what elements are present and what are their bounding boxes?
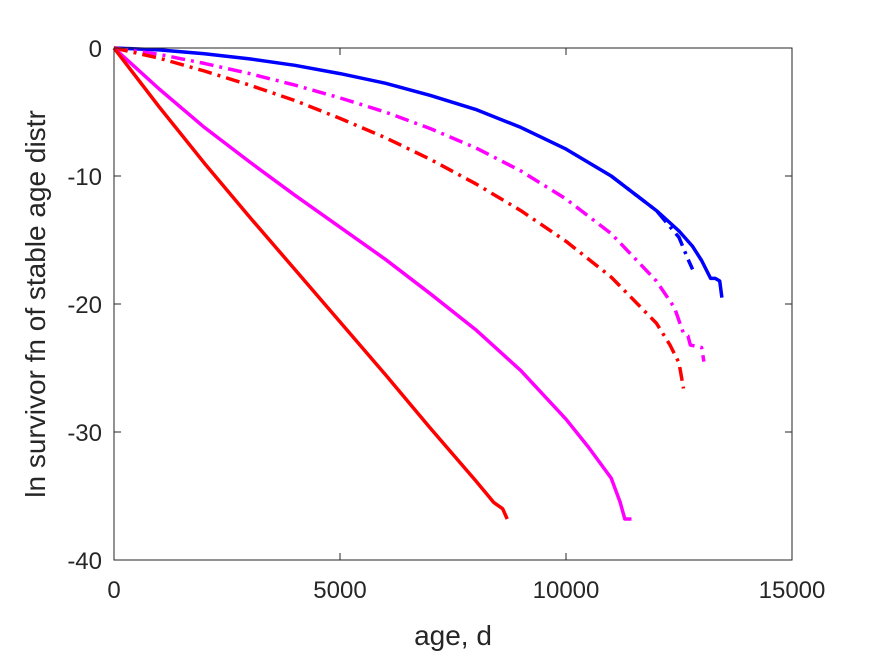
series-line-6 — [112, 46, 509, 520]
series-line-4 — [113, 46, 686, 389]
series-line-2 — [610, 174, 695, 271]
plot-area — [114, 48, 792, 560]
tick-layer: 0 5000 10000 15000 -40 -30 -20 -10 0 — [67, 36, 825, 604]
y-tick-label: -30 — [67, 420, 102, 447]
x-axis-label: age, d — [414, 620, 492, 651]
series-layer — [112, 46, 724, 521]
series-line-5 — [112, 46, 632, 521]
series-line-3 — [113, 46, 706, 362]
y-tick-label: -40 — [67, 548, 102, 575]
x-tick-label: 15000 — [759, 577, 826, 604]
y-tick-label: -20 — [67, 292, 102, 319]
y-axis-label: ln survivor fn of stable age distr — [20, 110, 51, 498]
x-tick-label: 5000 — [313, 577, 366, 604]
x-tick-label: 0 — [107, 577, 120, 604]
y-tick-label: -10 — [67, 164, 102, 191]
x-tick-label: 10000 — [533, 577, 600, 604]
series-line-1 — [113, 46, 724, 298]
y-tick-label: 0 — [89, 36, 102, 63]
